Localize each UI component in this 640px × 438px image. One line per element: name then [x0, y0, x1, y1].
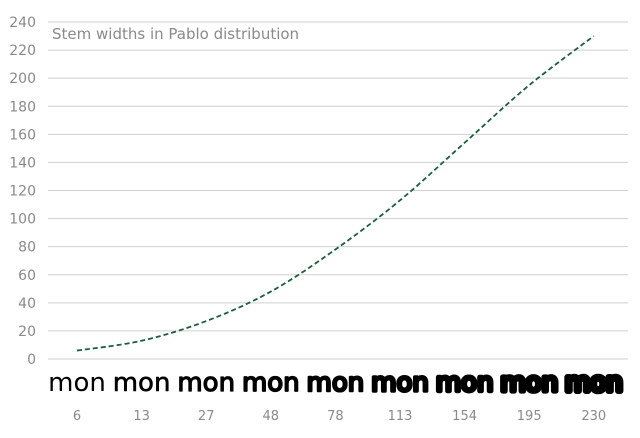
series-line: [76, 35, 595, 352]
x-tick-label: 230: [581, 409, 606, 424]
weight-sample: mon: [565, 368, 623, 398]
y-tick-label: 160: [9, 127, 36, 143]
weight-sample: mon: [113, 368, 171, 398]
x-axis: 6 13 27 48 78 113 154 195 230: [73, 409, 606, 424]
x-tick-label: 113: [388, 409, 413, 424]
x-tick-label: 27: [198, 409, 215, 424]
y-tick-label: 80: [18, 240, 36, 256]
weight-sample: mon: [371, 368, 429, 398]
weight-sample: mon: [436, 368, 494, 398]
weight-sample: mon: [242, 368, 300, 398]
x-tick-label: 195: [517, 409, 542, 424]
y-tick-label: 40: [18, 296, 36, 312]
y-tick-label: 200: [9, 71, 36, 87]
y-tick-label: 0: [27, 352, 36, 368]
y-tick-label: 140: [9, 155, 36, 171]
y-tick-label: 60: [18, 268, 36, 284]
weight-sample: mon: [48, 368, 106, 398]
x-tick-label: 154: [452, 409, 477, 424]
y-tick-label: 240: [9, 15, 36, 31]
y-tick-label: 220: [9, 43, 36, 59]
grid-lines: [48, 21, 628, 360]
weight-sample: mon: [177, 368, 235, 398]
chart-title: Stem widths in Pablo distribution: [52, 25, 299, 43]
y-tick-label: 180: [9, 99, 36, 115]
weight-sample: mon: [500, 368, 558, 398]
x-tick-label: 6: [73, 409, 81, 424]
y-axis: 0 20 40 60 80 100 120 140 160 180 200 220 240: [9, 15, 36, 368]
weight-samples: mon mon mon mon mon mon mon mon mon: [48, 365, 626, 401]
x-tick-label: 48: [263, 409, 280, 424]
y-tick-label: 120: [9, 184, 36, 200]
y-tick-label: 20: [18, 324, 36, 340]
x-tick-label: 13: [133, 409, 150, 424]
y-tick-label: 100: [9, 212, 36, 228]
x-tick-label: 78: [327, 409, 344, 424]
weight-sample: mon: [307, 368, 365, 398]
